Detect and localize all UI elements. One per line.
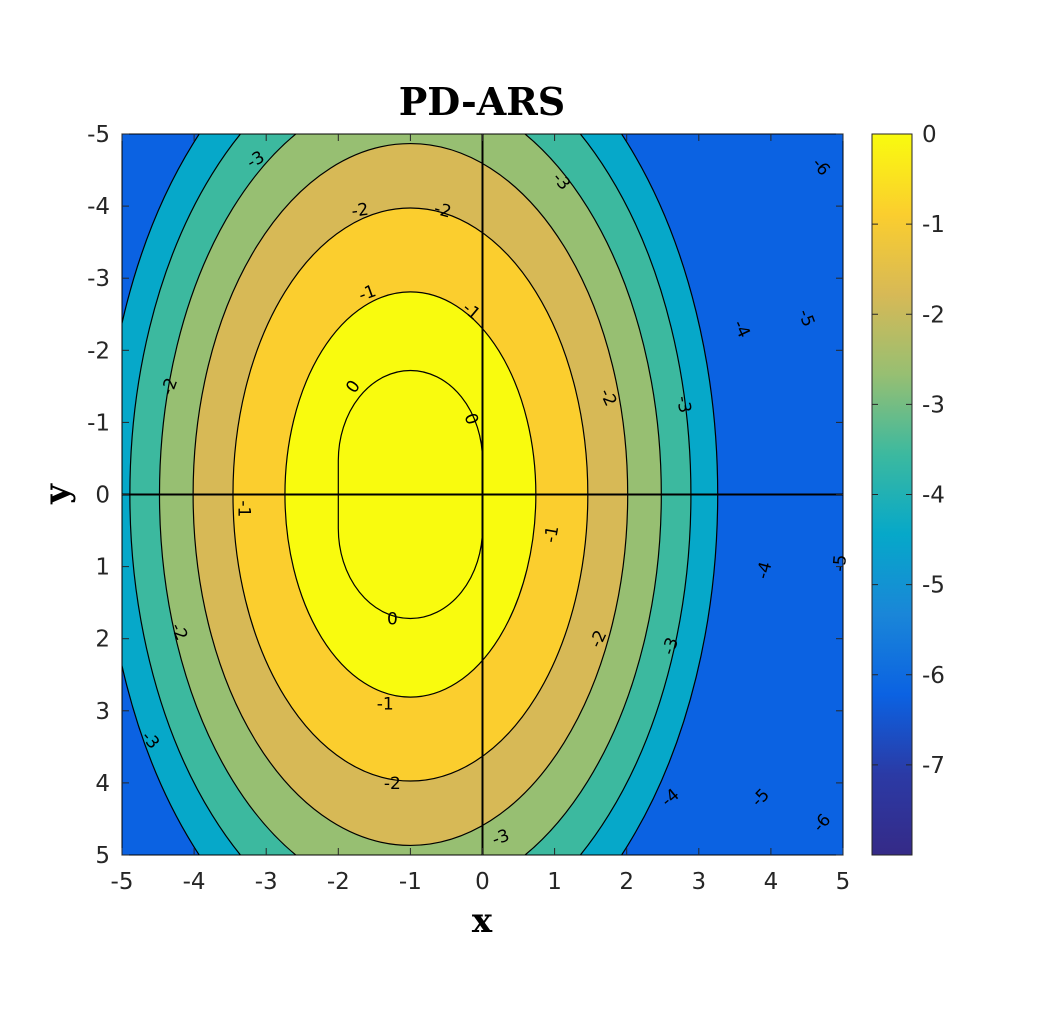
contour-label: -3 [672, 394, 695, 414]
colorbar-tick-label: -2 [922, 302, 945, 328]
contour-label: -2 [586, 627, 611, 651]
contour-label: -4 [753, 560, 777, 582]
x-tick-label: -1 [399, 869, 422, 895]
colorbar-tick-label: -7 [922, 753, 945, 779]
x-tick-label: 0 [475, 869, 490, 895]
contour-label: -4 [729, 317, 754, 341]
contour-label: 0 [387, 610, 398, 630]
chart-title: PD-ARS [399, 79, 566, 124]
contour-label: -3 [659, 635, 684, 658]
y-tick-label: 4 [95, 771, 110, 797]
plot-area [122, 134, 843, 855]
colorbar-gradient [871, 133, 913, 856]
y-tick-label: 2 [95, 627, 110, 653]
colorbar: 0 -1 -2 -3 -4 -5 -6 -7 [871, 122, 945, 856]
x-axis-ticks: -5 -4 -3 -2 -1 0 1 2 3 4 5 [111, 134, 851, 895]
y-tick-label: 5 [95, 843, 110, 869]
contour-label: -1 [234, 500, 254, 517]
y-tick-label: 1 [95, 555, 110, 581]
contour-label: -1 [377, 695, 394, 715]
contour-label: -2 [158, 375, 183, 398]
colorbar-tick-label: -3 [922, 392, 945, 418]
y-axis-ticks: -5 -4 -3 -2 -1 0 1 2 3 4 5 [87, 122, 843, 869]
x-tick-label: 5 [836, 869, 851, 895]
contour-label: -1 [356, 281, 379, 306]
y-tick-label: -4 [87, 194, 110, 220]
colorbar-tick-label: -5 [922, 573, 945, 599]
colorbar-tick-label: -4 [922, 483, 945, 509]
y-tick-label: -2 [87, 338, 110, 364]
contour-label: -5 [794, 307, 819, 330]
x-tick-label: -2 [327, 869, 350, 895]
x-axis-label: x [472, 901, 493, 941]
y-tick-label: -3 [87, 266, 110, 292]
contour-label: -2 [166, 620, 191, 644]
y-tick-label: -1 [87, 410, 110, 436]
x-tick-label: 2 [619, 869, 634, 895]
contour-label: -2 [350, 200, 370, 222]
x-tick-label: -4 [183, 869, 206, 895]
y-tick-label: 0 [95, 483, 110, 509]
x-tick-label: 1 [547, 869, 562, 895]
y-axis-label: y [37, 483, 77, 505]
y-tick-label: -5 [87, 122, 110, 148]
contour-label: -5 [830, 554, 851, 573]
colorbar-tick-label: -1 [922, 212, 945, 238]
x-tick-label: 4 [764, 869, 779, 895]
contour-label: -1 [541, 524, 564, 544]
contour-label: -2 [384, 774, 401, 794]
x-tick-label: -5 [111, 869, 134, 895]
x-tick-label: 3 [691, 869, 706, 895]
colorbar-tick-label: -6 [922, 663, 945, 689]
colorbar-tick-label: 0 [922, 122, 937, 148]
x-tick-label: -3 [255, 869, 278, 895]
contour-label: -2 [595, 386, 620, 410]
contour-label: -2 [432, 199, 454, 223]
y-tick-label: 3 [95, 699, 110, 725]
contour-label: -3 [489, 826, 512, 851]
